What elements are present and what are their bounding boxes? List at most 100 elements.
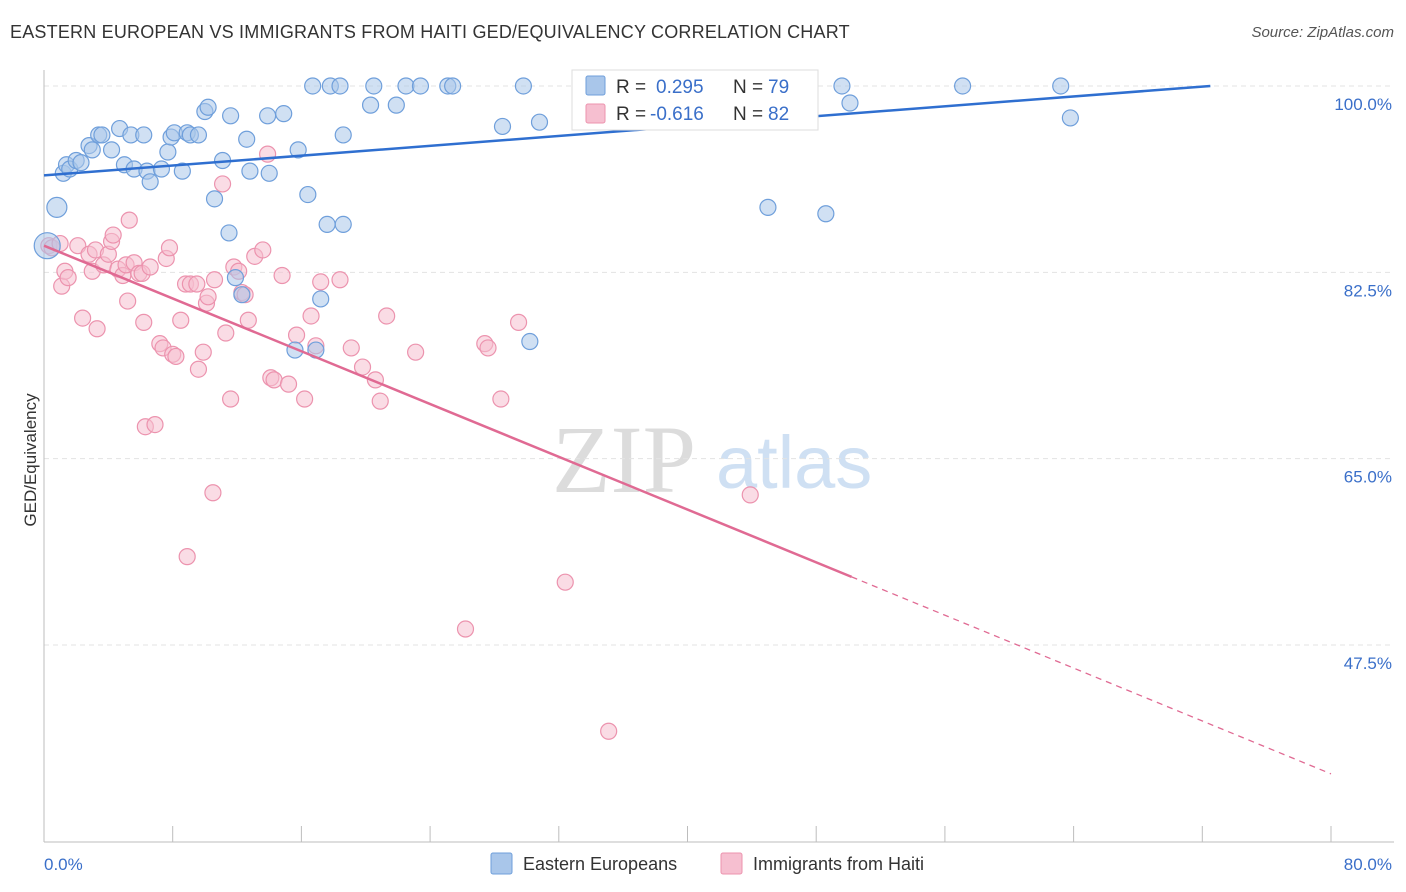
stats-n-label: N = bbox=[733, 77, 763, 98]
chart-title: EASTERN EUROPEAN VS IMMIGRANTS FROM HAIT… bbox=[10, 22, 850, 42]
data-point-eastern-europeans bbox=[530, 113, 549, 131]
stats-box: R = 0.295 N = 79 R = -0.616 N = 82 bbox=[571, 69, 819, 131]
data-point-eastern-europeans bbox=[260, 164, 278, 182]
data-point-immigrants-from-haiti bbox=[265, 371, 283, 389]
data-point-eastern-europeans bbox=[241, 162, 259, 180]
data-point-eastern-europeans bbox=[361, 96, 380, 114]
data-point-immigrants-from-haiti bbox=[167, 347, 185, 366]
data-point-immigrants-from-haiti bbox=[342, 339, 360, 357]
watermark: ZIP atlas bbox=[552, 406, 872, 513]
data-point-eastern-europeans bbox=[331, 77, 349, 95]
data-point-immigrants-from-haiti bbox=[135, 313, 153, 331]
data-point-eastern-europeans bbox=[1052, 77, 1070, 95]
trendline-immigrants-from-haiti bbox=[43, 244, 853, 579]
data-point-eastern-europeans bbox=[1061, 109, 1079, 127]
data-point-eastern-europeans bbox=[444, 77, 462, 95]
data-point-eastern-europeans bbox=[514, 77, 533, 95]
legend-label-eastern-europeans: Eastern Europeans bbox=[523, 854, 677, 874]
data-point-immigrants-from-haiti bbox=[74, 309, 92, 327]
stats-n-label-2: N = bbox=[733, 104, 763, 125]
y-tick-labels: 100.0% 82.5% 65.0% 47.5% bbox=[1334, 95, 1392, 673]
data-point-immigrants-from-haiti bbox=[172, 311, 190, 329]
data-point-eastern-europeans bbox=[289, 141, 307, 159]
data-point-eastern-europeans bbox=[387, 96, 405, 114]
data-point-immigrants-from-haiti bbox=[120, 211, 138, 229]
data-point-immigrants-from-haiti bbox=[312, 273, 330, 291]
data-point-eastern-europeans bbox=[199, 98, 217, 116]
stats-r-label-2: R = bbox=[616, 104, 646, 125]
data-point-immigrants-from-haiti bbox=[205, 271, 224, 289]
data-point-immigrants-from-haiti bbox=[222, 390, 240, 408]
data-point-immigrants-from-haiti bbox=[217, 324, 235, 342]
data-point-immigrants-from-haiti bbox=[204, 484, 222, 502]
data-point-eastern-europeans bbox=[259, 107, 277, 125]
x-tick-label: 0.0% bbox=[44, 855, 83, 874]
data-point-immigrants-from-haiti bbox=[600, 722, 618, 740]
data-point-immigrants-from-haiti bbox=[371, 392, 389, 410]
data-point-eastern-europeans bbox=[102, 141, 121, 159]
data-point-immigrants-from-haiti bbox=[296, 390, 314, 408]
data-point-immigrants-from-haiti bbox=[741, 486, 759, 504]
data-point-eastern-europeans bbox=[220, 224, 238, 242]
data-point-immigrants-from-haiti bbox=[189, 360, 208, 378]
data-point-eastern-europeans bbox=[275, 105, 293, 123]
data-point-eastern-europeans bbox=[189, 126, 208, 144]
data-point-immigrants-from-haiti bbox=[509, 313, 528, 331]
data-point-eastern-europeans bbox=[222, 107, 240, 125]
legend: Eastern Europeans Immigrants from Haiti bbox=[490, 852, 924, 875]
y-axis-title: GED/Equivalency bbox=[21, 393, 40, 527]
y-tick-label: 100.0% bbox=[1334, 95, 1392, 114]
data-point-eastern-europeans bbox=[759, 198, 777, 216]
stats-r-value-blue: 0.295 bbox=[656, 77, 704, 98]
stats-box-frame bbox=[571, 69, 819, 131]
legend-label-immigrants-from-haiti: Immigrants from Haiti bbox=[753, 854, 924, 874]
data-point-eastern-europeans bbox=[365, 77, 383, 95]
data-point-eastern-europeans bbox=[304, 77, 322, 95]
y-tick-label: 47.5% bbox=[1344, 654, 1392, 673]
data-point-eastern-europeans bbox=[817, 205, 835, 223]
data-point-eastern-europeans bbox=[152, 160, 171, 178]
data-point-eastern-europeans bbox=[141, 173, 159, 191]
data-point-immigrants-from-haiti bbox=[556, 573, 574, 591]
data-point-eastern-europeans bbox=[397, 77, 415, 95]
data-point-eastern-europeans bbox=[334, 126, 352, 144]
data-point-immigrants-from-haiti bbox=[213, 175, 232, 193]
watermark-zip: ZIP bbox=[552, 406, 696, 513]
x-tick-label: 80.0% bbox=[1344, 855, 1392, 874]
data-point-eastern-europeans bbox=[334, 215, 352, 233]
y-tick-label: 82.5% bbox=[1344, 281, 1392, 300]
data-point-immigrants-from-haiti bbox=[254, 241, 272, 259]
legend-swatch-eastern-europeans bbox=[490, 852, 513, 875]
data-point-immigrants-from-haiti bbox=[199, 288, 217, 306]
data-point-eastern-europeans bbox=[93, 126, 111, 144]
data-point-immigrants-from-haiti bbox=[492, 390, 510, 408]
data-point-immigrants-from-haiti bbox=[104, 226, 122, 244]
data-point-eastern-europeans bbox=[72, 154, 90, 172]
source-credit: Source: ZipAtlas.com bbox=[1251, 24, 1394, 41]
data-point-eastern-europeans bbox=[159, 143, 177, 161]
data-point-immigrants-from-haiti bbox=[141, 258, 159, 276]
data-point-immigrants-from-haiti bbox=[456, 620, 475, 638]
data-point-immigrants-from-haiti bbox=[146, 415, 164, 434]
data-point-eastern-europeans bbox=[299, 185, 317, 204]
series-immigrants-from-haiti bbox=[40, 77, 816, 740]
data-point-immigrants-from-haiti bbox=[302, 307, 320, 325]
data-point-eastern-europeans bbox=[135, 126, 153, 144]
data-point-eastern-europeans bbox=[238, 130, 256, 148]
trendline-immigrants-from-haiti-extrapolated bbox=[851, 576, 1332, 775]
data-point-immigrants-from-haiti bbox=[331, 271, 349, 289]
data-point-eastern-europeans bbox=[953, 77, 972, 95]
data-point-immigrants-from-haiti bbox=[194, 343, 212, 361]
data-point-eastern-europeans bbox=[173, 162, 191, 180]
y-tick-label: 65.0% bbox=[1344, 468, 1392, 487]
data-point-immigrants-from-haiti bbox=[188, 275, 206, 293]
data-point-immigrants-from-haiti bbox=[407, 343, 425, 361]
data-point-immigrants-from-haiti bbox=[160, 239, 179, 257]
data-point-eastern-europeans bbox=[318, 215, 336, 233]
data-point-immigrants-from-haiti bbox=[287, 326, 306, 344]
data-point-eastern-europeans bbox=[833, 77, 851, 95]
stats-swatch-pink bbox=[585, 103, 606, 124]
axes bbox=[43, 70, 1394, 843]
data-point-immigrants-from-haiti bbox=[273, 266, 291, 285]
